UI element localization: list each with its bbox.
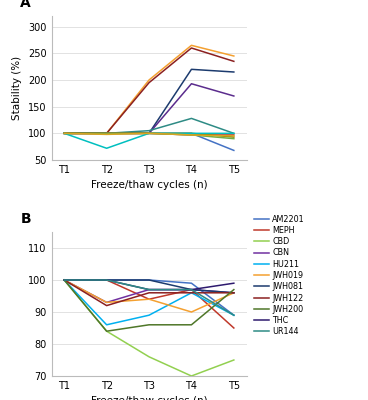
Text: A: A (20, 0, 31, 10)
JWH122 (189, 290, 194, 295)
CBD (62, 278, 67, 282)
JWH019 (189, 310, 194, 314)
JWH081 (105, 278, 109, 282)
CBN (147, 287, 151, 292)
THC (189, 287, 194, 292)
JWH019 (231, 290, 236, 295)
JWH019 (105, 300, 109, 305)
JWH200 (105, 329, 109, 334)
AM2201 (189, 281, 194, 286)
Line: JWH122: JWH122 (64, 280, 234, 306)
Text: B: B (20, 212, 31, 226)
JWH200 (147, 322, 151, 327)
Line: JWH019: JWH019 (64, 280, 234, 312)
Line: CBD: CBD (64, 280, 234, 376)
UR144 (62, 278, 67, 282)
AM2201 (231, 313, 236, 318)
THC (147, 287, 151, 292)
JWH081 (231, 290, 236, 295)
CBD (147, 354, 151, 359)
CBN (105, 300, 109, 305)
CBN (189, 287, 194, 292)
HU211 (189, 290, 194, 295)
Legend: AM2201, MEPH, CBD, CBN, HU211, JWH019, JWH081, JWH122, JWH200, THC, UR144: AM2201, MEPH, CBD, CBN, HU211, JWH019, J… (254, 215, 305, 336)
UR144 (231, 313, 236, 318)
Line: AM2201: AM2201 (64, 280, 234, 315)
JWH200 (62, 278, 67, 282)
JWH122 (231, 290, 236, 295)
Line: HU211: HU211 (64, 280, 234, 325)
MEPH (189, 287, 194, 292)
UR144 (105, 278, 109, 282)
HU211 (231, 313, 236, 318)
JWH081 (62, 278, 67, 282)
JWH200 (231, 287, 236, 292)
AM2201 (105, 278, 109, 282)
UR144 (189, 287, 194, 292)
Line: CBN: CBN (64, 280, 234, 302)
THC (62, 278, 67, 282)
HU211 (62, 278, 67, 282)
Line: JWH200: JWH200 (64, 280, 234, 331)
UR144 (147, 287, 151, 292)
X-axis label: Freeze/thaw cycles (n): Freeze/thaw cycles (n) (91, 180, 207, 190)
JWH019 (147, 297, 151, 302)
CBN (231, 290, 236, 295)
CBD (189, 374, 194, 378)
JWH122 (147, 290, 151, 295)
THC (231, 281, 236, 286)
JWH081 (189, 287, 194, 292)
Y-axis label: Stability (%): Stability (%) (13, 56, 22, 120)
Line: UR144: UR144 (64, 280, 234, 315)
JWH122 (62, 278, 67, 282)
X-axis label: Freeze/thaw cycles (n): Freeze/thaw cycles (n) (91, 396, 207, 400)
JWH122 (105, 303, 109, 308)
HU211 (105, 322, 109, 327)
Line: MEPH: MEPH (64, 280, 234, 328)
Line: THC: THC (64, 280, 234, 290)
JWH200 (189, 322, 194, 327)
MEPH (231, 326, 236, 330)
CBN (62, 278, 67, 282)
AM2201 (147, 278, 151, 282)
MEPH (147, 297, 151, 302)
CBD (231, 358, 236, 362)
MEPH (62, 278, 67, 282)
JWH019 (62, 278, 67, 282)
MEPH (105, 278, 109, 282)
CBD (105, 329, 109, 334)
HU211 (147, 313, 151, 318)
THC (105, 278, 109, 282)
Line: JWH081: JWH081 (64, 280, 234, 293)
JWH081 (147, 278, 151, 282)
AM2201 (62, 278, 67, 282)
